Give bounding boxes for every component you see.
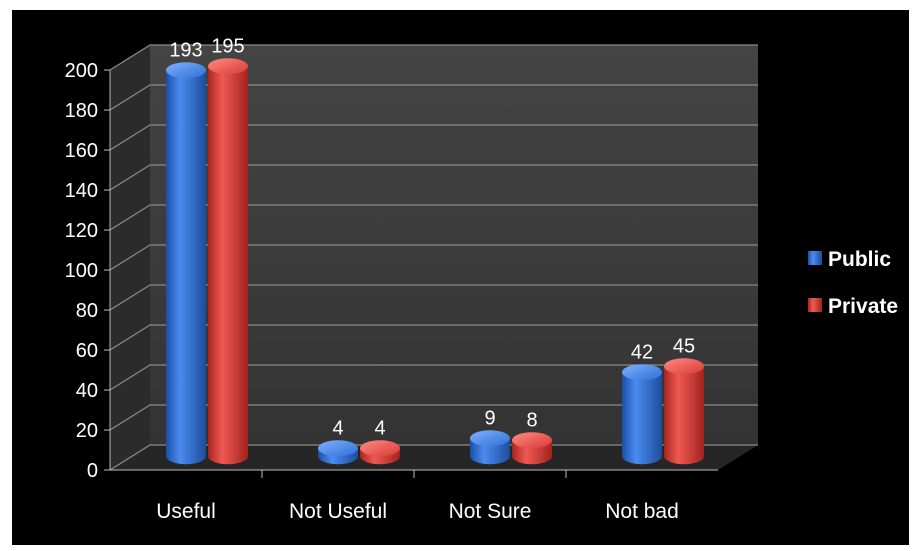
data-label: 45 [673,335,695,357]
bar-private[interactable] [208,58,248,465]
bar-body [208,66,248,465]
data-label: 8 [526,409,537,431]
y-tick-label: 0 [87,460,98,482]
data-label: 4 [374,417,385,439]
category-label: Not bad [605,500,679,523]
bar-public[interactable] [166,62,206,465]
bar-top [360,440,400,457]
y-tick-label: 40 [76,380,98,402]
y-tick-label: 160 [65,140,98,162]
bar-public[interactable] [622,364,662,465]
y-tick-label: 140 [65,180,98,202]
gridline [109,284,758,311]
category-label: Not Sure [449,500,532,523]
bar-top [166,62,206,79]
bar-top [512,432,552,449]
bar-public[interactable] [470,430,510,465]
bar-body [622,372,662,465]
legend-swatch-public[interactable] [808,251,822,265]
y-tick-label: 120 [65,220,98,242]
data-label: 4 [332,417,343,439]
bar-top [318,440,358,457]
y-tick-label: 100 [65,260,98,282]
data-label: 42 [631,341,653,363]
y-tick-label: 60 [76,340,98,362]
gridline [109,164,758,191]
legend-label-private: Private [828,295,898,318]
bar-top [208,58,248,75]
gridline [109,444,758,471]
bar-body [166,70,206,465]
category-label: Not Useful [289,500,387,523]
bar-private[interactable] [512,432,552,465]
bar-top [664,358,704,375]
gridline [109,44,758,71]
gridline [109,84,758,111]
legend: Public Private [808,248,898,318]
gridline [109,204,758,231]
y-tick-label: 80 [76,300,98,322]
bar-top [622,364,662,381]
floor [110,445,758,470]
y-tick-label: 200 [65,60,98,82]
data-label: 9 [484,407,495,429]
gridline [109,364,758,391]
bar-private[interactable] [664,358,704,465]
gridline [109,124,758,151]
bar-body [664,366,704,465]
legend-swatch-private[interactable] [808,298,822,312]
bar-top [470,430,510,447]
gridline [109,324,758,351]
category-label: Useful [156,500,216,523]
data-label: 193 [169,39,202,61]
y-tick-label: 180 [65,100,98,122]
gridline [109,404,758,431]
gridline [109,244,758,271]
data-label: 195 [211,35,244,57]
bar-public[interactable] [318,440,358,465]
y-tick-label: 20 [76,420,98,442]
bar-private[interactable] [360,440,400,465]
legend-label-public: Public [828,248,891,271]
